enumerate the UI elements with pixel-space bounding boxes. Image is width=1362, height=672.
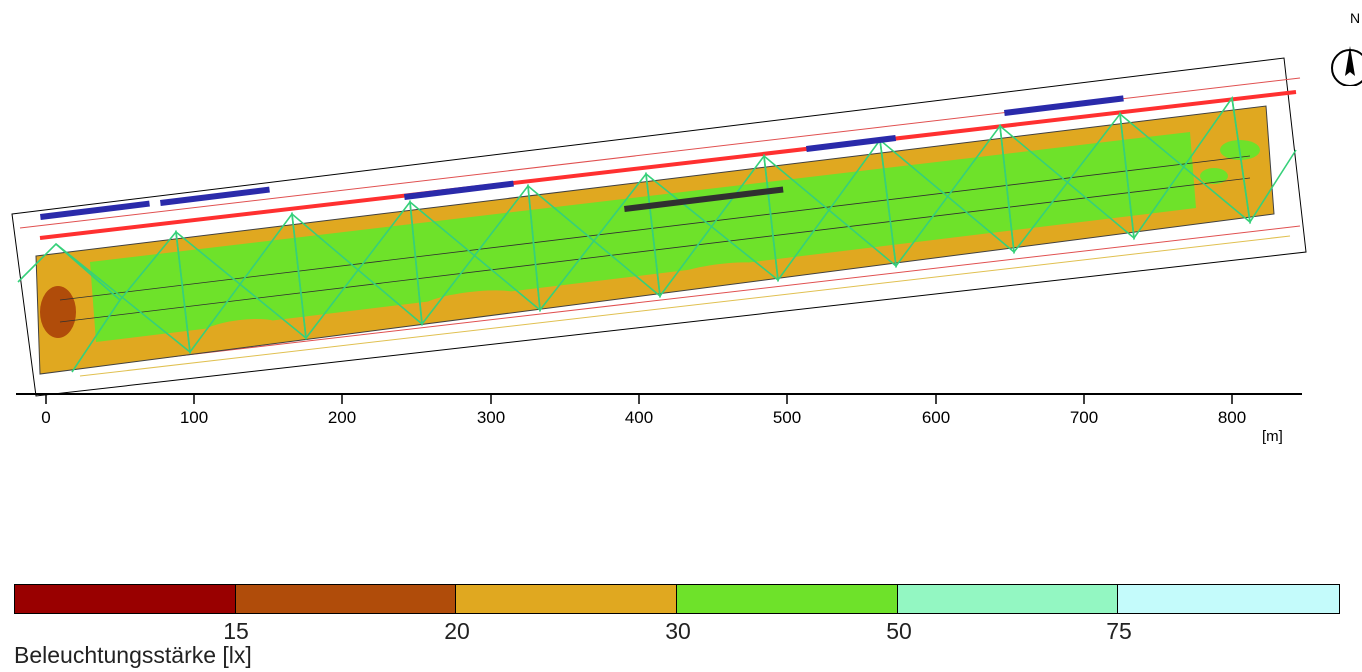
annotation-label	[1003, 95, 1124, 116]
annotation-label	[624, 186, 784, 212]
annotation-label	[160, 186, 270, 206]
luminaire-network-lower	[55, 97, 1252, 373]
legend-swatch	[676, 585, 898, 613]
legend-value: 20	[444, 618, 470, 644]
zone-30-50-bulge	[420, 290, 520, 314]
x-tick-label: 0	[41, 408, 51, 427]
annotation-label	[40, 200, 150, 220]
x-axis-ticks	[45, 394, 1233, 404]
north-label: N	[1350, 10, 1361, 26]
red-road-edge-top	[39, 90, 1297, 240]
x-tick-label: 100	[179, 408, 209, 427]
x-tick-label: 200	[327, 408, 357, 427]
legend-value: 30	[665, 618, 691, 644]
x-tick-label: 700	[1069, 408, 1099, 427]
zone-50-75-patch	[1200, 168, 1228, 184]
yellow-edge-line	[79, 235, 1291, 377]
legend-swatch	[1118, 585, 1339, 613]
x-tick-label: 500	[772, 408, 802, 427]
annotation-label	[806, 135, 897, 152]
north-arrow-icon	[1331, 46, 1362, 86]
annotation-label	[404, 180, 514, 200]
x-tick-label: 800	[1217, 408, 1247, 427]
zone-30-50-bulge	[200, 318, 280, 342]
center-line	[59, 155, 1251, 301]
zone-50-75	[90, 132, 1196, 342]
zone-30-50-bulge	[670, 262, 770, 286]
x-tick-label: 400	[624, 408, 654, 427]
illuminance-legend	[14, 584, 1340, 614]
red-road-edge-bottom	[39, 225, 1301, 373]
legend-swatch	[235, 585, 457, 613]
legend-value: 75	[1106, 618, 1132, 644]
legend-swatch	[456, 585, 677, 613]
legend-swatch	[897, 585, 1119, 613]
zone-15-20	[40, 286, 76, 338]
x-axis-unit: [m]	[1262, 428, 1283, 445]
x-tick-label: 300	[476, 408, 506, 427]
legend-title: Beleuchtungsstärke [lx]	[14, 642, 252, 668]
legend-value: 15	[223, 618, 249, 644]
legend-value: 50	[886, 618, 912, 644]
zone-30-50-bulge	[910, 235, 1010, 257]
strip-outline	[35, 105, 1275, 375]
legend-swatch	[15, 585, 236, 613]
x-tick-label: 600	[921, 408, 951, 427]
